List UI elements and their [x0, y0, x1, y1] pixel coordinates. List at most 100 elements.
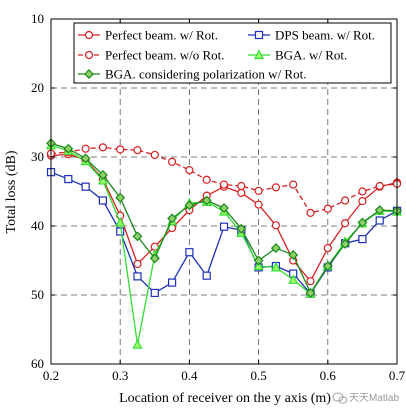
data-point	[254, 186, 263, 195]
x-tick-label: 0.6	[320, 368, 337, 383]
data-point	[133, 146, 142, 155]
x-tick-label: 0.3	[112, 368, 128, 383]
data-point	[237, 181, 246, 191]
data-point	[116, 145, 125, 154]
legend-entry: Perfect beam. w/o Rot.	[78, 48, 225, 63]
data-point	[271, 183, 280, 192]
legend-label: Perfect beam. w/ Rot.	[105, 28, 218, 43]
x-tick-label: 0.2	[43, 368, 59, 383]
data-point	[115, 216, 126, 227]
data-point	[185, 248, 194, 257]
data-point	[253, 260, 264, 271]
data-point	[322, 261, 333, 271]
series	[46, 150, 402, 286]
data-point	[323, 243, 332, 253]
y-tick-label: 50	[31, 287, 44, 302]
data-point	[133, 259, 142, 269]
data-point	[358, 197, 367, 206]
data-point	[271, 221, 280, 230]
data-point	[237, 188, 246, 197]
data-point	[81, 144, 90, 153]
data-point	[306, 277, 315, 286]
data-point	[84, 69, 94, 79]
data-point	[115, 192, 126, 203]
data-point	[219, 203, 229, 214]
data-point	[150, 150, 159, 160]
data-point	[358, 187, 367, 196]
legend-label: BGA. w/ Rot.	[275, 48, 347, 63]
data-point	[81, 182, 90, 191]
data-point	[341, 196, 350, 205]
data-point	[289, 180, 298, 189]
legend-label: Perfect beam. w/o Rot.	[105, 48, 225, 63]
data-point	[202, 271, 211, 280]
data-point	[305, 287, 316, 298]
data-point	[168, 278, 177, 287]
series	[46, 138, 402, 298]
data-point	[323, 204, 332, 213]
y-tick-label: 30	[31, 149, 44, 164]
data-point	[374, 205, 385, 216]
data-point	[84, 50, 94, 60]
data-point	[253, 255, 264, 266]
legend: Perfect beam. w/ Rot. DPS beam. w/ Rot. Pe…	[73, 22, 392, 84]
data-point	[270, 243, 281, 254]
data-point	[168, 157, 177, 166]
legend-box	[73, 22, 392, 84]
legend-entry: DPS beam. w/ Rot.	[248, 28, 375, 43]
data-point	[219, 222, 229, 231]
data-point	[201, 195, 212, 206]
y-tick-label: 10	[31, 11, 44, 26]
data-point	[97, 169, 108, 180]
data-point	[98, 143, 108, 152]
series-line	[50, 142, 398, 295]
data-point	[98, 196, 108, 205]
data-point	[254, 200, 263, 209]
legend-entry: BGA. considering polarization w/ Rot.	[78, 67, 306, 82]
data-point	[254, 30, 264, 40]
data-point	[236, 223, 247, 234]
data-point	[375, 216, 384, 225]
data-point	[132, 231, 143, 242]
x-tick-label: 0.7	[389, 368, 406, 383]
data-point	[288, 274, 299, 284]
data-point	[167, 213, 178, 224]
data-point	[219, 180, 229, 189]
y-tick-label: 60	[31, 356, 44, 371]
data-point	[341, 219, 350, 228]
legend-entry: Perfect beam. w/ Rot.	[78, 28, 218, 43]
data-point	[133, 272, 142, 281]
plot-frame	[50, 18, 398, 365]
watermark: 天天Matlab	[332, 392, 399, 404]
data-point	[80, 153, 91, 164]
data-point	[306, 208, 315, 217]
y-tick-label: 20	[31, 80, 44, 95]
data-point	[63, 143, 74, 154]
data-point	[150, 288, 159, 298]
legend-label: DPS beam. w/ Rot.	[275, 28, 375, 43]
y-axis-label: Total loss (dB)	[4, 150, 19, 233]
data-point	[84, 30, 94, 40]
legend-entry: BGA. w/ Rot.	[248, 48, 347, 63]
data-point	[340, 238, 351, 249]
data-point	[288, 250, 299, 260]
data-point	[97, 174, 108, 185]
wechat-icon	[332, 392, 348, 404]
data-point	[116, 227, 125, 236]
x-axis-label: Location of receiver on the y axis (m)	[119, 391, 331, 406]
data-point	[375, 181, 384, 191]
data-point	[64, 174, 73, 184]
y-tick-label: 40	[31, 218, 44, 233]
data-point	[254, 49, 264, 60]
data-point	[185, 166, 194, 175]
axes: 0.2 0.3 0.4 0.5 0.6 0.7 10 20 30 40 50 60	[31, 11, 406, 383]
x-tick-label: 0.4	[181, 368, 198, 383]
data-point	[184, 200, 195, 211]
legend-label: BGA. considering polarization w/ Rot.	[105, 67, 306, 82]
data-point	[358, 235, 367, 244]
data-point	[149, 253, 160, 264]
x-tick-label: 0.5	[250, 368, 266, 383]
data-point	[270, 261, 281, 272]
data-point	[202, 175, 211, 184]
